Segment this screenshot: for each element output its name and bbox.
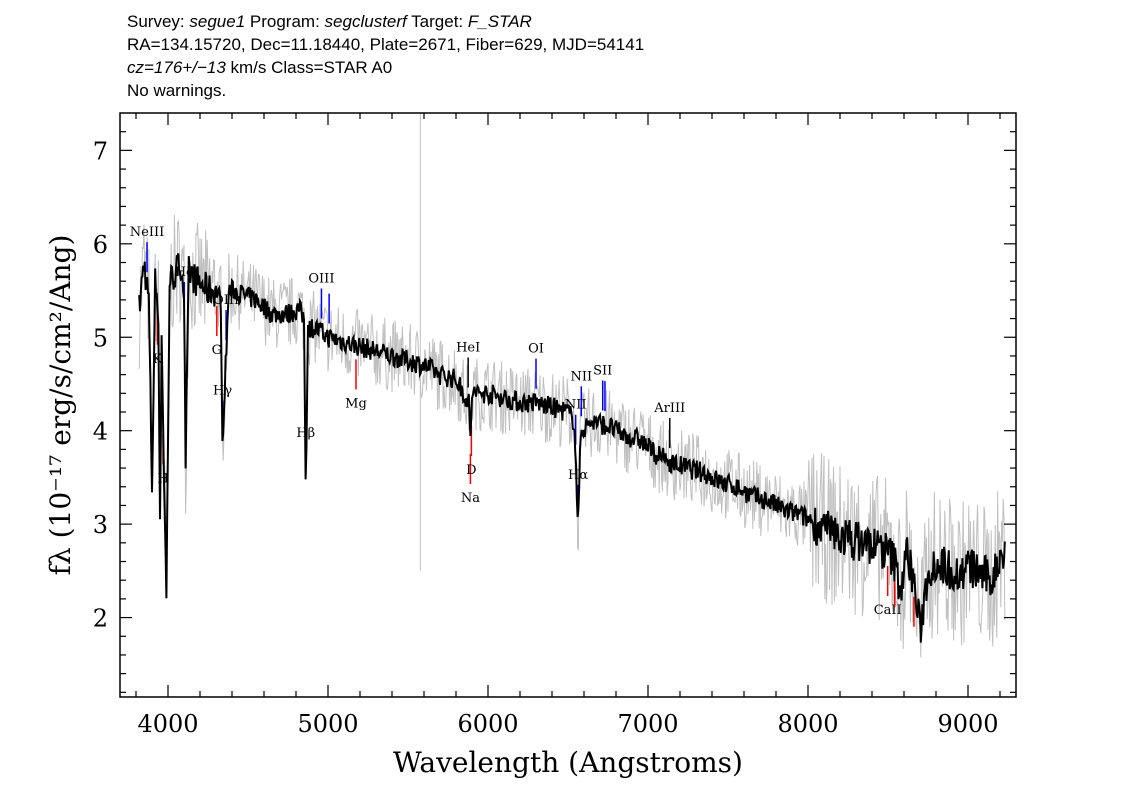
line-label: Hα	[568, 468, 588, 483]
line-label: OI	[528, 342, 544, 357]
line-label: NII	[570, 369, 592, 384]
x-tick-labels: 4000 5000 6000 7000 8000 9000	[137, 710, 998, 738]
program-label: Program:	[249, 12, 320, 31]
x-tick-label: 4000	[137, 710, 198, 738]
noise-layer	[138, 113, 1006, 658]
target-value: F_STAR	[467, 12, 532, 31]
y-tick-label: 6	[93, 231, 108, 259]
header-line-coords: RA=134.15720, Dec=11.18440, Plate=2671, …	[127, 35, 645, 54]
y-tick-label: 7	[93, 137, 108, 165]
line-label: OIII	[308, 271, 334, 286]
survey-value: segue1	[189, 12, 246, 31]
y-axis-title: fλ (10⁻¹⁷ erg/s/cm²/Ang)	[44, 235, 77, 576]
header-line-redshift: cz=176+/−13 km/s Class=STAR A0	[127, 56, 644, 79]
redshift-value: cz=176+/−13	[127, 58, 226, 77]
target-label: Target:	[411, 12, 464, 31]
program-value: segclusterf	[324, 12, 407, 31]
survey-label: Survey:	[127, 12, 185, 31]
spectrum-header: Survey: segue1 Program: segclusterf Targ…	[127, 10, 644, 102]
line-label: CaII	[874, 603, 902, 618]
x-tick-label: 9000	[937, 710, 998, 738]
line-label: ArIII	[653, 401, 685, 416]
line-label: Mg	[345, 396, 367, 411]
y-tick-label: 5	[93, 324, 108, 352]
y-tick-labels: 2 3 4 5 6 7	[93, 137, 108, 632]
line-label: D	[466, 463, 476, 478]
line-label: Na	[461, 491, 480, 506]
class-text: km/s Class=STAR A0	[225, 58, 393, 77]
x-tick-label: 6000	[457, 710, 518, 738]
flux-series	[138, 253, 1006, 643]
x-tick-label: 5000	[297, 710, 358, 738]
line-label: SII	[593, 363, 612, 378]
y-tick-label: 2	[93, 605, 108, 633]
plot-frame	[119, 112, 1017, 698]
line-label: K	[153, 352, 163, 367]
y-tick-label: 3	[93, 511, 108, 539]
x-tick-label: 7000	[617, 710, 678, 738]
y-tick-label: 4	[93, 418, 108, 446]
x-tick-label: 8000	[777, 710, 838, 738]
line-label: NeIII	[130, 225, 164, 240]
noise-series	[138, 214, 1006, 658]
header-line-warnings: No warnings.	[127, 81, 227, 100]
flux-layer	[138, 253, 1006, 643]
header-line-survey: Survey: segue1 Program: segclusterf Targ…	[127, 10, 644, 33]
x-axis-title: Wavelength (Angstroms)	[393, 746, 743, 779]
axis-ticks	[120, 113, 1016, 697]
line-label: G	[212, 343, 222, 358]
line-label: HeI	[456, 340, 480, 355]
